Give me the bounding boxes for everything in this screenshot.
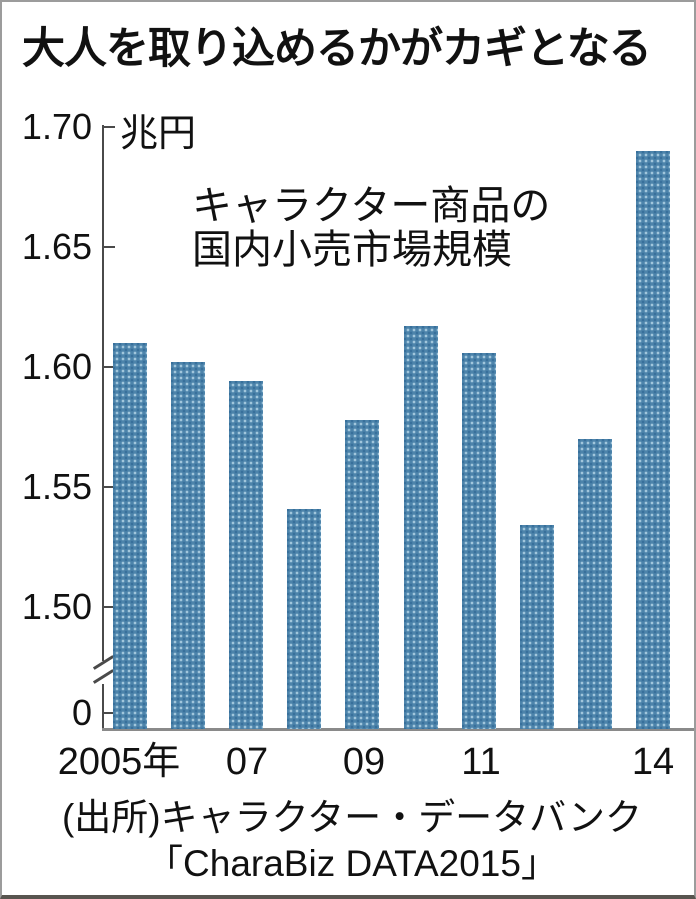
chart-annotation: キャラクター商品の 国内小売市場規模: [192, 184, 550, 272]
y-axis-tick-1.50: [103, 606, 115, 608]
annotation-line-1: キャラクター商品の: [192, 184, 551, 228]
source-line-1: (出所)キャラクター・データバンク: [61, 797, 642, 838]
y-axis-line-lower: [102, 684, 104, 730]
y-axis-label-1.60: 1.60: [21, 346, 92, 387]
axis-break-slash-lower: [92, 669, 115, 684]
x-axis-label-2005: 2005年: [57, 741, 181, 783]
y-axis-label-1.55: 1.55: [21, 466, 92, 507]
source-note: (出所)キャラクター・データバンク 「CharaBiz DATA2015」: [42, 795, 662, 887]
x-axis-label-07: 07: [225, 741, 269, 783]
x-axis-line: [102, 728, 694, 731]
bar-2005: [113, 343, 147, 729]
y-axis-tick-1.65: [103, 246, 115, 248]
bar-2008: [287, 509, 321, 729]
y-axis-tick-1.55: [103, 486, 115, 488]
y-axis-unit-label: 兆円: [120, 113, 197, 155]
bar-2006: [171, 362, 205, 729]
source-line-2: 「CharaBiz DATA2015」: [146, 843, 558, 884]
bar-2014: [636, 151, 670, 729]
x-axis-label-14: 14: [631, 741, 675, 783]
y-axis-label-1.70: 1.70: [21, 106, 92, 147]
y-axis-tick-1.60: [103, 366, 115, 368]
y-axis-label-1.50: 1.50: [21, 586, 92, 627]
bar-2007: [229, 381, 263, 729]
bar-2010: [404, 326, 438, 729]
y-axis-tick-0: [103, 712, 115, 714]
chart-title: 大人を取り込めるかがカギとなる: [22, 25, 652, 73]
y-axis-label-0: 0: [71, 692, 92, 733]
y-axis-tick-1.70: [103, 126, 115, 128]
annotation-line-2: 国内小売市場規模: [192, 228, 512, 272]
x-axis-label-09: 09: [342, 741, 386, 783]
y-axis-label-1.65: 1.65: [21, 226, 92, 267]
x-axis-label-11: 11: [461, 741, 501, 783]
bar-2012: [520, 525, 554, 729]
y-axis-line-upper: [102, 125, 104, 661]
bar-2011: [462, 353, 496, 729]
bar-2013: [578, 439, 612, 729]
bar-2009: [345, 420, 379, 729]
